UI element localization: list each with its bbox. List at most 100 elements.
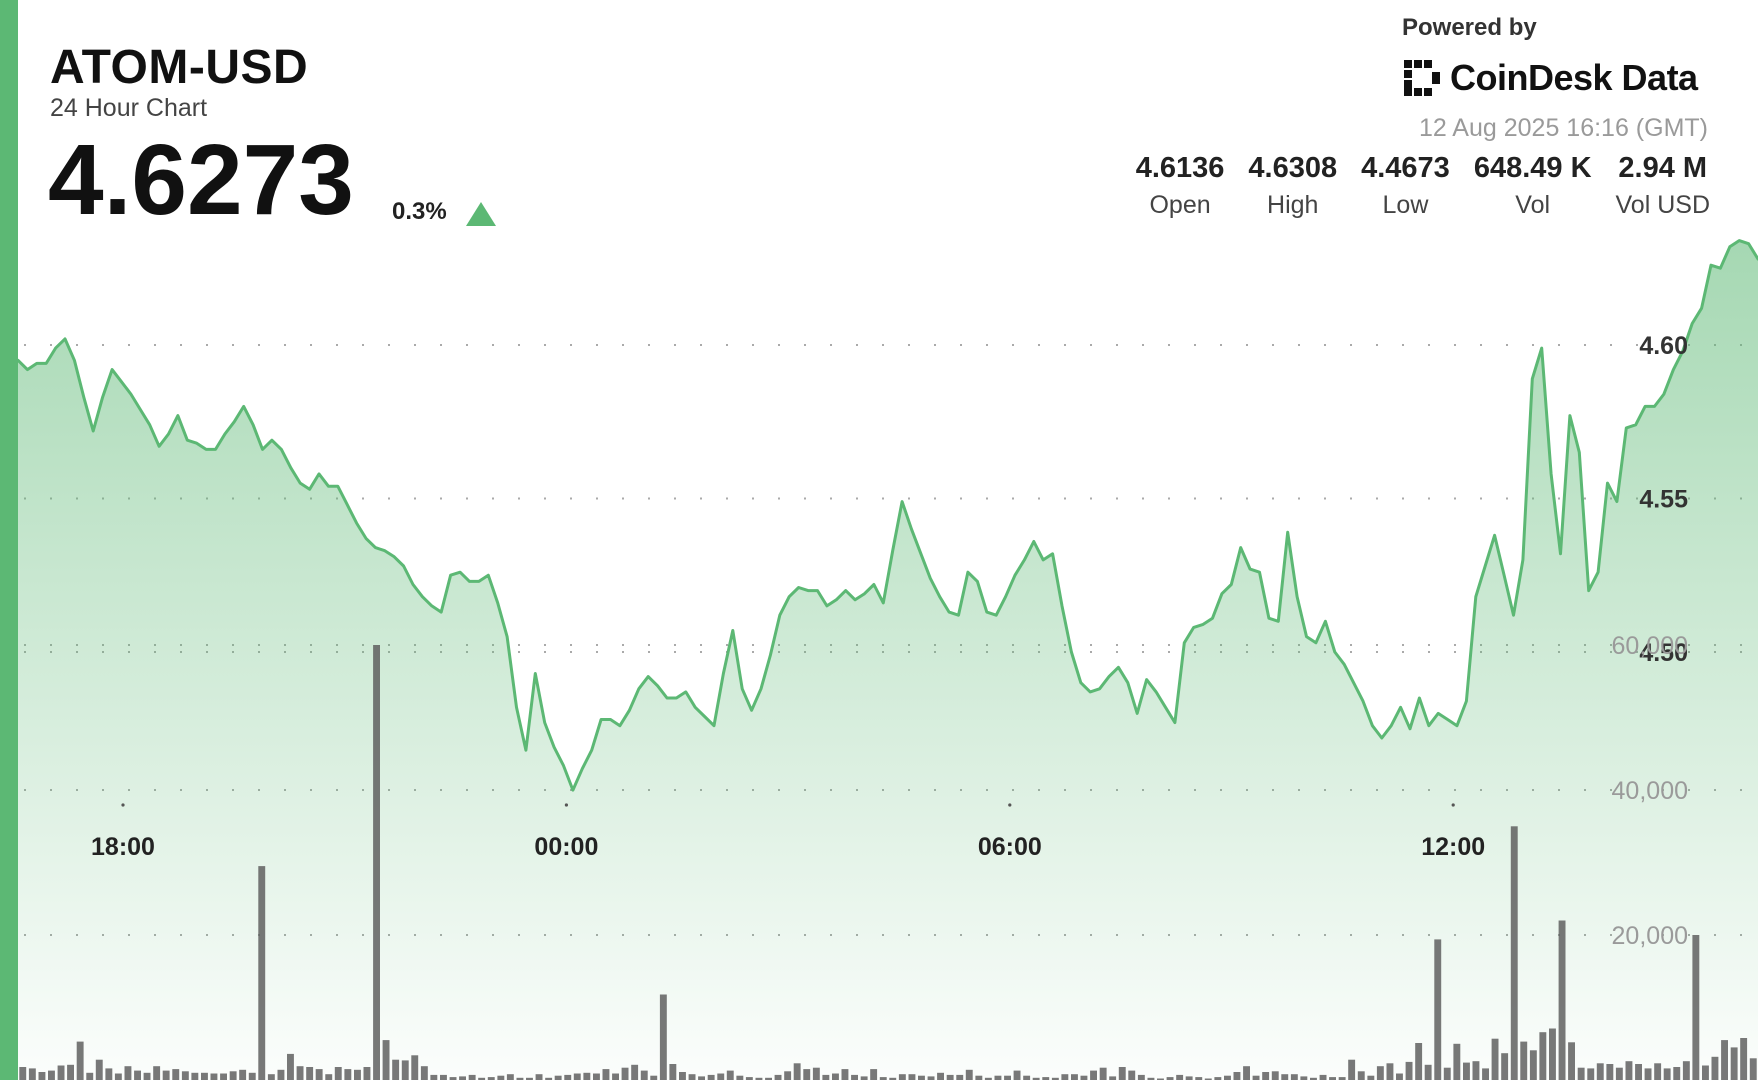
volume-bar [1109, 1076, 1117, 1080]
volume-bar [1721, 1040, 1728, 1080]
volume-bar [1549, 1028, 1556, 1080]
volume-bar [440, 1074, 447, 1080]
volume-bar [315, 1069, 323, 1080]
volume-bar [717, 1073, 725, 1080]
volume-bar [554, 1075, 562, 1080]
volume-bar [956, 1074, 964, 1080]
volume-bar [707, 1074, 715, 1080]
volume-bar [745, 1077, 753, 1080]
volume-bar [1386, 1063, 1394, 1080]
price-change: 0.3% [392, 198, 447, 225]
volume-bar [1367, 1075, 1375, 1080]
volume-bar [220, 1073, 227, 1080]
x-tick-label: 06:00 [978, 833, 1042, 861]
x-tick-label: 00:00 [534, 833, 598, 861]
current-price: 4.6273 [48, 124, 354, 236]
volume-bar [650, 1075, 658, 1080]
volume-bar [812, 1067, 820, 1080]
volume-bar [612, 1073, 619, 1080]
volume-bar [229, 1071, 237, 1080]
volume-bar [325, 1074, 333, 1080]
volume-bar [506, 1074, 514, 1080]
volume-bar [306, 1067, 314, 1080]
x-tick-mark [564, 803, 569, 807]
volume-bar [975, 1075, 983, 1080]
volume-bar [841, 1069, 849, 1080]
volume-bar [411, 1055, 419, 1080]
volume-bar [1147, 1077, 1155, 1080]
volume-bar [879, 1077, 887, 1080]
volume-bar [1243, 1066, 1250, 1080]
volume-bar [114, 1073, 122, 1080]
volume-bar [1539, 1032, 1547, 1080]
volume-bar [1099, 1067, 1107, 1080]
volume-bar [669, 1064, 677, 1080]
x-tick-mark [1451, 803, 1455, 807]
volume-bar [631, 1064, 639, 1080]
volume-bar [984, 1077, 992, 1080]
volume-bar [1013, 1070, 1021, 1080]
stat-low: 4.4673 Low [1361, 152, 1450, 220]
volume-bar [67, 1064, 74, 1080]
volume-bar [1176, 1074, 1184, 1080]
volume-bar [162, 1070, 170, 1080]
timestamp: 12 Aug 2025 16:16 (GMT) [1418, 114, 1708, 142]
volume-bar [487, 1077, 495, 1080]
volume-bar [1118, 1067, 1126, 1080]
volume-bar [258, 866, 266, 1080]
volume-bar [1090, 1070, 1097, 1080]
volume-bar [382, 1040, 390, 1080]
volume-bar [1271, 1071, 1279, 1080]
volume-bar [38, 1072, 46, 1080]
volume-bar [1529, 1050, 1537, 1080]
volume-bar [1730, 1047, 1738, 1080]
brand-name: CoinDesk Data [1450, 57, 1698, 98]
volume-bar [191, 1072, 199, 1080]
volume-bar [1472, 1061, 1480, 1080]
volume-bar [1348, 1059, 1356, 1080]
x-tick-mark [1008, 803, 1012, 807]
volume-bar [1214, 1077, 1222, 1080]
volume-bar [1606, 1064, 1614, 1080]
volume-bar [1596, 1063, 1604, 1080]
volume-bar [1329, 1077, 1336, 1080]
brand-logo[interactable]: CoinDesk Data [1402, 56, 1698, 100]
x-tick-label: 18:00 [91, 833, 155, 861]
volume-bar [1357, 1071, 1365, 1080]
volume-bar [1510, 826, 1518, 1080]
volume-bar [593, 1073, 600, 1080]
volume-bar [918, 1075, 925, 1080]
volume-bar [1491, 1038, 1499, 1080]
volume-bar [1501, 1053, 1509, 1080]
volume-bar [287, 1053, 294, 1080]
volume-bar [1157, 1078, 1164, 1080]
volume-bar [726, 1070, 734, 1080]
stat-value: 648.49 K [1473, 152, 1592, 184]
volume-bar [659, 994, 667, 1080]
volume-bar [1004, 1075, 1011, 1080]
volume-bar [277, 1069, 285, 1080]
volume-bar [1032, 1077, 1040, 1080]
stat-vol: 648.49 K Vol [1474, 152, 1592, 220]
stat-high: 4.6308 High [1248, 152, 1337, 220]
volume-bar [774, 1074, 782, 1080]
volume-bar [602, 1069, 610, 1080]
volume-bar [181, 1071, 189, 1080]
volume-bar [793, 1063, 801, 1080]
volume-bar [1749, 1058, 1757, 1080]
stat-open: 4.6136 Open [1136, 152, 1225, 220]
volume-bar [784, 1071, 792, 1080]
volume-bar [354, 1069, 361, 1080]
volume-bar [564, 1074, 572, 1080]
stats-row: 4.6136 Open 4.6308 High 4.4673 Low 648.4… [1112, 152, 1710, 220]
volume-bar [1453, 1043, 1461, 1080]
stat-label: Open [1149, 191, 1211, 219]
volume-bar [1080, 1075, 1088, 1080]
volume-bar [860, 1076, 868, 1080]
volume-bar [1137, 1074, 1145, 1080]
volume-bar [172, 1069, 180, 1080]
volume-bar [1415, 1043, 1423, 1080]
stat-label: High [1267, 191, 1319, 219]
volume-bar [210, 1073, 218, 1080]
volume-bar [153, 1066, 161, 1080]
